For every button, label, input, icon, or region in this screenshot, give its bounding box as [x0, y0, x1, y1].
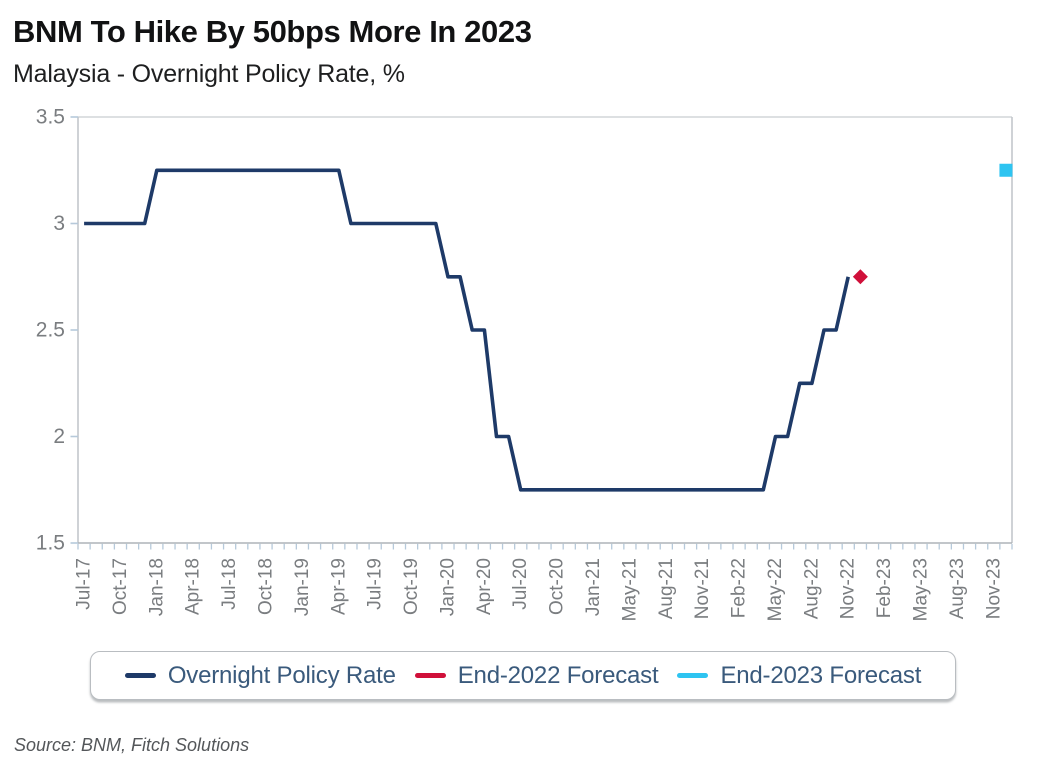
end-2023-forecast-marker — [999, 163, 1013, 177]
chart-subtitle: Malaysia - Overnight Policy Rate, % — [13, 60, 405, 88]
y-axis: 3.5 3 2.5 2 1.5 — [36, 106, 78, 555]
svg-text:May-23: May-23 — [911, 558, 932, 621]
svg-text:Jan-19: Jan-19 — [292, 558, 313, 616]
svg-text:Jul-18: Jul-18 — [219, 558, 240, 610]
legend-label: Overnight Policy Rate — [167, 661, 396, 689]
svg-text:Nov-21: Nov-21 — [692, 558, 713, 619]
end-2023-swatch-icon — [677, 673, 709, 678]
end-2022-forecast-marker — [852, 269, 868, 285]
svg-text:Oct-17: Oct-17 — [110, 558, 131, 615]
svg-text:Jan-18: Jan-18 — [146, 558, 167, 616]
chart-title: BNM To Hike By 50bps More In 2023 — [13, 14, 532, 49]
svg-text:Nov-22: Nov-22 — [838, 558, 859, 619]
legend-item-end-2023-forecast: End-2023 Forecast — [677, 662, 921, 690]
svg-text:Aug-21: Aug-21 — [656, 558, 677, 619]
svg-text:Apr-19: Apr-19 — [328, 558, 349, 615]
x-axis-labels: Jul-17 Oct-17 Jan-18 Apr-18 Jul-18 Oct-18 Jan-… — [74, 558, 1005, 621]
svg-text:3: 3 — [53, 212, 65, 235]
opr-line-swatch-icon — [124, 673, 156, 678]
svg-text:May-22: May-22 — [765, 558, 786, 621]
legend-item-end-2022-forecast: End-2022 Forecast — [414, 661, 659, 690]
svg-text:Oct-19: Oct-19 — [401, 558, 422, 615]
svg-text:2: 2 — [53, 425, 65, 448]
svg-text:1.5: 1.5 — [36, 532, 65, 555]
end-2022-swatch-icon — [414, 673, 446, 678]
svg-text:Apr-18: Apr-18 — [183, 558, 204, 615]
svg-text:Feb-23: Feb-23 — [874, 558, 895, 618]
legend-label: End-2023 Forecast — [720, 661, 922, 689]
svg-text:May-21: May-21 — [619, 558, 640, 621]
legend-item-overnight-policy-rate: Overnight Policy Rate — [124, 661, 396, 690]
svg-text:Feb-22: Feb-22 — [729, 558, 750, 618]
plot-border — [77, 116, 1013, 544]
svg-text:Jan-20: Jan-20 — [437, 558, 458, 616]
svg-text:Aug-23: Aug-23 — [947, 558, 968, 619]
svg-text:Jul-20: Jul-20 — [510, 558, 531, 610]
opr-line-series — [84, 168, 850, 492]
legend-label: End-2022 Forecast — [457, 661, 659, 689]
svg-text:Jan-21: Jan-21 — [583, 558, 604, 616]
svg-text:Oct-20: Oct-20 — [547, 558, 568, 615]
svg-text:Aug-22: Aug-22 — [801, 558, 822, 619]
svg-text:2.5: 2.5 — [36, 319, 65, 342]
svg-text:Oct-18: Oct-18 — [256, 558, 277, 615]
chart-legend: Overnight Policy Rate End-2022 Forecast … — [90, 651, 956, 700]
svg-text:Jul-17: Jul-17 — [74, 558, 95, 610]
svg-text:Jul-19: Jul-19 — [365, 558, 386, 610]
source-note: Source: BNM, Fitch Solutions — [14, 735, 250, 755]
svg-text:3.5: 3.5 — [36, 106, 65, 129]
x-axis-ticks — [77, 543, 1013, 550]
svg-text:Nov-23: Nov-23 — [983, 558, 1004, 619]
svg-text:Apr-20: Apr-20 — [474, 558, 495, 615]
